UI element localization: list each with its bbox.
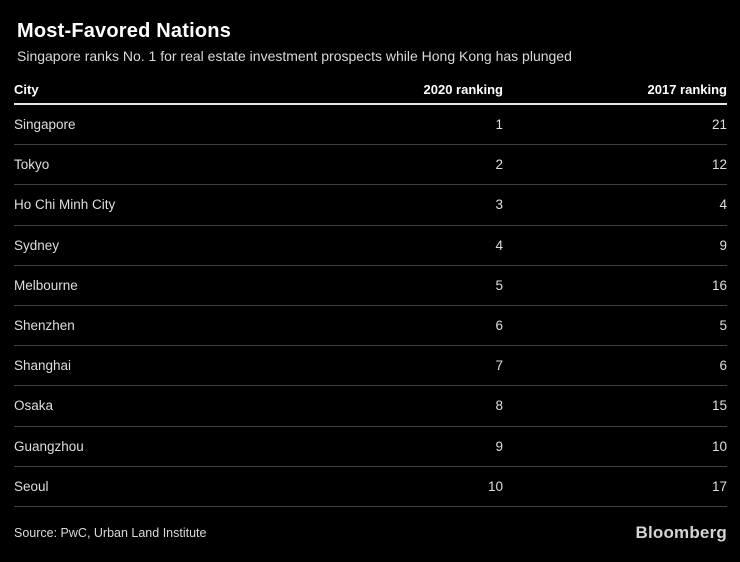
table-header-row: City 2020 ranking 2017 ranking <box>14 65 727 105</box>
table-row: Sydney 4 9 <box>14 226 727 266</box>
rank-2017-cell: 15 <box>711 398 727 414</box>
table-row: Shanghai 7 6 <box>14 346 727 387</box>
table-row: Osaka 8 15 <box>14 386 727 427</box>
rank-2020-cell: 3 <box>495 197 503 213</box>
table-row: Seoul 10 17 <box>14 467 727 507</box>
rank-2017-cell: 21 <box>711 117 727 133</box>
table-body: Singapore 1 21 Tokyo 2 12 Ho Chi Minh City 3 4 Sy… <box>14 105 727 507</box>
city-cell: Singapore <box>14 117 76 133</box>
rank-2020-cell: 10 <box>487 478 503 494</box>
ranking-table: City 2020 ranking 2017 ranking Singapore… <box>14 65 727 507</box>
column-header-city: City <box>14 82 39 97</box>
rank-2020-cell: 5 <box>495 277 503 293</box>
rank-2017-cell: 16 <box>711 277 727 293</box>
rank-2020-cell: 9 <box>495 438 503 454</box>
city-cell: Seoul <box>14 478 49 494</box>
column-header-2017-ranking: 2017 ranking <box>647 82 728 97</box>
table-row: Tokyo 2 12 <box>14 145 727 186</box>
column-header-2020-ranking: 2020 ranking <box>423 82 504 97</box>
table-row: Shenzhen 6 5 <box>14 306 727 347</box>
city-cell: Ho Chi Minh City <box>14 197 116 213</box>
rank-2017-cell: 9 <box>719 237 727 253</box>
rank-2020-cell: 6 <box>495 318 503 334</box>
rank-2020-cell: 1 <box>495 117 503 133</box>
city-cell: Sydney <box>14 237 60 253</box>
table-row: Ho Chi Minh City 3 4 <box>14 185 727 226</box>
chart-subtitle: Singapore ranks No. 1 for real estate in… <box>17 48 572 64</box>
city-cell: Guangzhou <box>14 438 84 454</box>
table-row: Melbourne 5 16 <box>14 266 727 306</box>
rank-2017-cell: 17 <box>711 478 727 494</box>
source-note: Source: PwC, Urban Land Institute <box>14 525 207 540</box>
rank-2020-cell: 2 <box>495 157 503 173</box>
page-title: Most-Favored Nations <box>17 20 232 42</box>
rank-2020-cell: 8 <box>495 398 503 414</box>
table-row: Singapore 1 21 <box>14 105 727 146</box>
bloomberg-logo: Bloomberg <box>635 522 727 542</box>
rank-2017-cell: 4 <box>719 197 727 213</box>
rank-2017-cell: 10 <box>711 438 727 454</box>
rank-2017-cell: 6 <box>719 358 727 374</box>
city-cell: Melbourne <box>14 277 78 293</box>
city-cell: Shanghai <box>14 358 72 374</box>
city-cell: Osaka <box>14 398 54 414</box>
chart-header: Most-Favored Nations Singapore ranks No.… <box>0 0 740 65</box>
rank-2020-cell: 7 <box>495 358 503 374</box>
rank-2017-cell: 5 <box>719 318 727 334</box>
rank-2020-cell: 4 <box>495 237 503 253</box>
rank-2017-cell: 12 <box>711 157 727 173</box>
chart-footer: Source: PwC, Urban Land Institute Bloomb… <box>14 523 727 543</box>
city-cell: Shenzhen <box>14 318 75 334</box>
table-row: Guangzhou 9 10 <box>14 427 727 467</box>
city-cell: Tokyo <box>14 157 50 173</box>
